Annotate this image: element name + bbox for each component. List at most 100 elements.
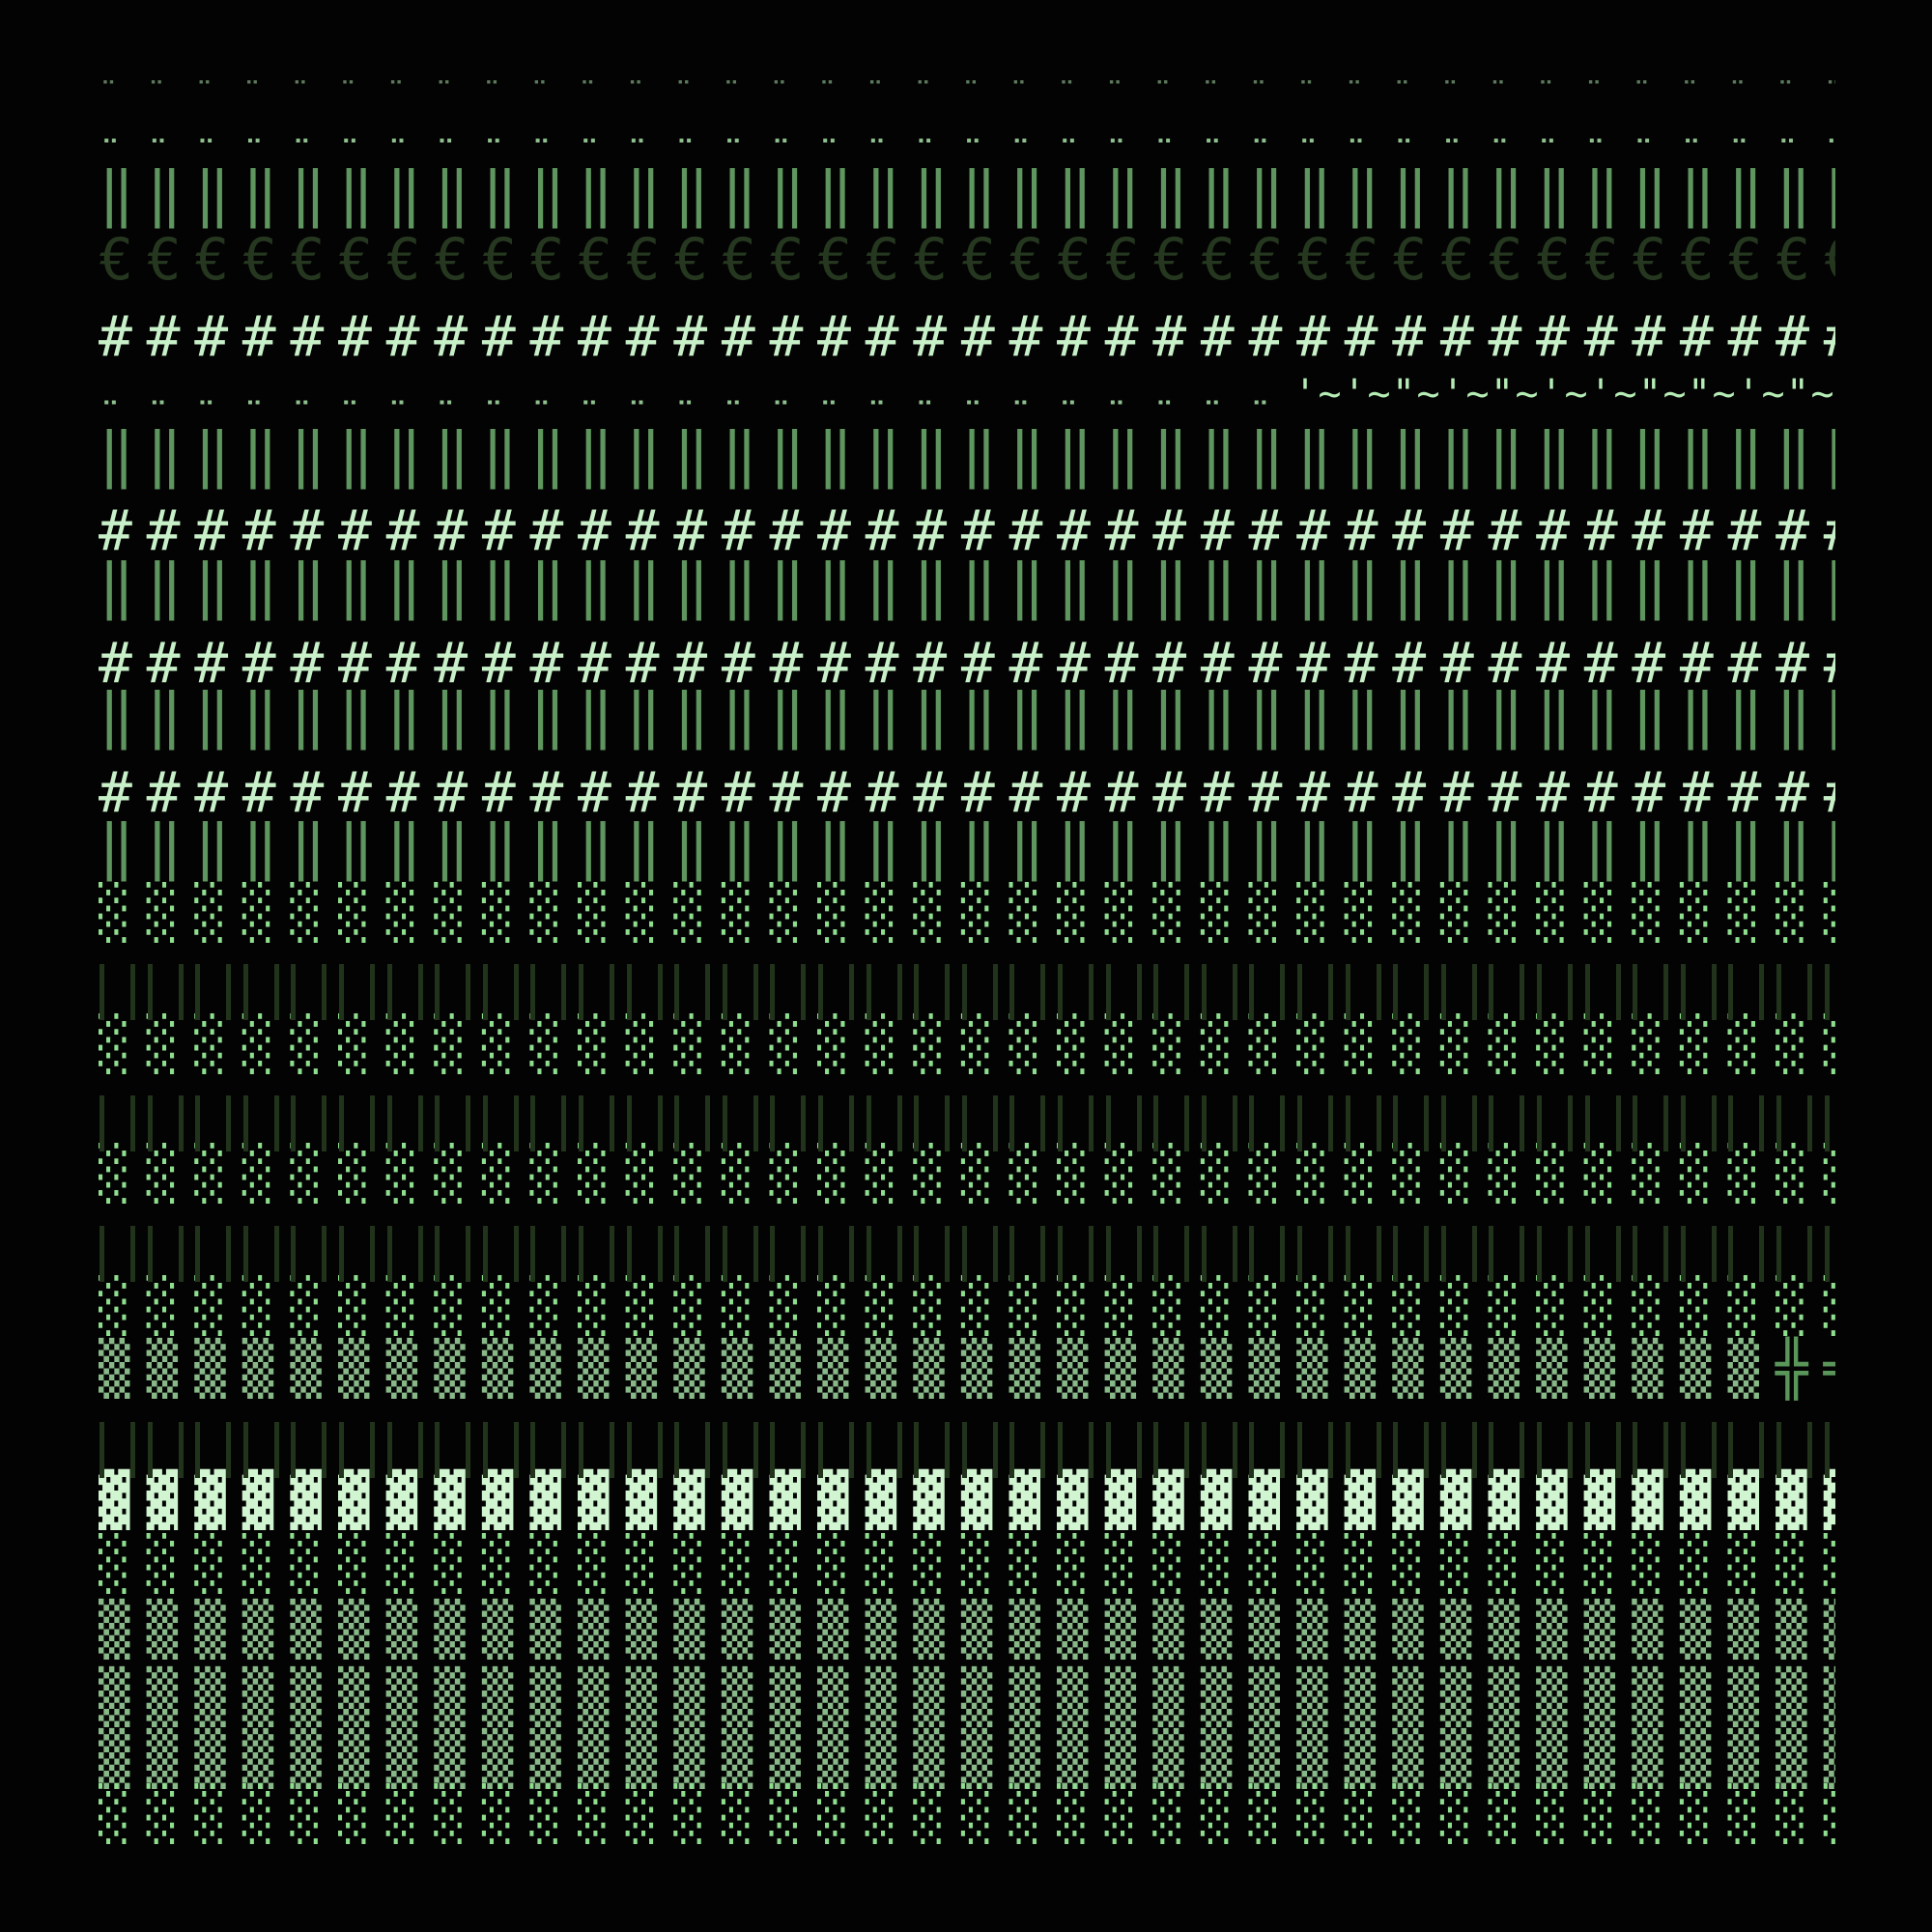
- vertical-bar: [99, 1422, 104, 1478]
- vertical-bar: [339, 1095, 344, 1151]
- vertical-bar: [1537, 1422, 1542, 1478]
- vertical-bar: [370, 1095, 375, 1151]
- vertical-bar: [1776, 1226, 1781, 1282]
- glyph-row: ‖‖‖‖‖‖‖‖‖‖‖‖‖‖‖‖‖‖‖‖‖‖‖‖‖‖‖‖‖‖‖‖‖‖‖‖‖: [99, 157, 1835, 229]
- glyph-row: ‖‖‖‖‖‖‖‖‖‖‖‖‖‖‖‖‖‖‖‖‖‖‖‖‖‖‖‖‖‖‖‖‖‖‖‖‖: [99, 550, 1835, 621]
- vertical-bar: [1440, 1422, 1446, 1478]
- vertical-bar: [147, 1226, 153, 1282]
- vertical-bar: [961, 964, 967, 1020]
- vertical-bar: [1711, 1422, 1717, 1478]
- vertical-bar: [1728, 1095, 1734, 1151]
- vertical-bar: [530, 1095, 536, 1151]
- vertical-bar: [1615, 1095, 1621, 1151]
- vertical-bar: [1280, 1095, 1286, 1151]
- glyph-row: ¨¨¨¨¨¨¨¨¨¨¨¨¨¨¨¨¨¨¨¨¨¨¨¨¨¨¨¨¨¨¨¨¨¨¨¨¨: [99, 133, 1835, 178]
- vertical-bar: [1424, 1422, 1430, 1478]
- glyph-row: ░░░░░░░░░░░░░░░░░░░░░░░░░░░░░░░░░░░░░: [99, 1143, 1835, 1205]
- vertical-bar: [1584, 1422, 1590, 1478]
- vertical-bar: [896, 1095, 902, 1151]
- vertical-bar: [801, 1422, 807, 1478]
- vertical-bar: [1824, 1226, 1830, 1282]
- glyph-pattern-canvas: '~'~"~'~"~'~'~"~"~'~"~' ╬═ ¨¨¨¨¨¨¨¨¨¨¨¨¨…: [99, 0, 1835, 1932]
- vertical-bar: [1824, 1422, 1830, 1478]
- vertical-bar: [1058, 1095, 1063, 1151]
- vertical-bar: [339, 964, 344, 1020]
- vertical-bar: [242, 1095, 248, 1151]
- vertical-bar: [610, 1226, 614, 1282]
- vertical-bar-row: [99, 964, 1835, 1020]
- vertical-bar: [561, 1095, 567, 1151]
- vertical-bar: [242, 964, 248, 1020]
- vertical-bar: [1537, 1226, 1542, 1282]
- vertical-bar: [1297, 1226, 1302, 1282]
- vertical-bar: [1584, 1095, 1590, 1151]
- vertical-bar: [1663, 1422, 1669, 1478]
- vertical-bar: [801, 1095, 807, 1151]
- vertical-bar: [849, 1095, 854, 1151]
- vertical-bar: [1711, 1095, 1717, 1151]
- vertical-bar: [530, 1226, 536, 1282]
- vertical-bar: [1184, 1226, 1190, 1282]
- vertical-bar: [130, 1095, 135, 1151]
- vertical-bar: [1807, 1095, 1812, 1151]
- vertical-bar: [1711, 1226, 1717, 1282]
- vertical-bar: [322, 1226, 327, 1282]
- vertical-bar: [226, 964, 232, 1020]
- vertical-bar: [674, 1226, 680, 1282]
- vertical-bar: [914, 1226, 920, 1282]
- vertical-bar: [482, 1226, 488, 1282]
- vertical-bar: [722, 1095, 727, 1151]
- vertical-bar: [770, 1095, 776, 1151]
- vertical-bar: [1759, 964, 1765, 1020]
- vertical-bar: [896, 1226, 902, 1282]
- vertical-bar: [417, 1095, 423, 1151]
- vertical-bar: [1089, 1095, 1094, 1151]
- vertical-bar: [1520, 1095, 1525, 1151]
- vertical-bar: [866, 1226, 871, 1282]
- vertical-bar: [1328, 1226, 1333, 1282]
- vertical-bar: [1489, 1422, 1494, 1478]
- glyph-row: ¨¨¨¨¨¨¨¨¨¨¨¨¨¨¨¨¨¨¨¨¨¨¨¨¨¨¨¨¨¨¨¨¨¨¨¨¨: [99, 75, 1835, 115]
- vertical-bar-row: [99, 1095, 1835, 1151]
- glyph-row: ▒▒▒▒▒▒▒▒▒▒▒▒▒▒▒▒▒▒▒▒▒▒▒▒▒▒▒▒▒▒▒▒▒▒▒▒▒: [99, 1728, 1835, 1790]
- vertical-bar: [1568, 1226, 1573, 1282]
- vertical-bar: [1153, 1226, 1159, 1282]
- vertical-bar: [1615, 964, 1621, 1020]
- vertical-bar: [417, 1226, 423, 1282]
- vertical-bar: [1328, 1095, 1333, 1151]
- vertical-bar: [1489, 1226, 1494, 1282]
- vertical-bar: [1680, 1095, 1686, 1151]
- vertical-bar: [1280, 1422, 1286, 1478]
- vertical-bar: [1440, 1095, 1446, 1151]
- vertical-bar: [1633, 1095, 1638, 1151]
- vertical-bar: [1058, 1422, 1063, 1478]
- vertical-bar: [1201, 1095, 1207, 1151]
- glyph-row: #####################################: [99, 759, 1835, 826]
- vertical-bar: [291, 1095, 297, 1151]
- vertical-bar: [147, 1095, 153, 1151]
- vertical-bar: [1009, 1095, 1015, 1151]
- vertical-bar: [1471, 1226, 1477, 1282]
- vertical-bar: [1807, 1422, 1812, 1478]
- vertical-bar: [178, 1422, 184, 1478]
- vertical-bar: [1393, 1422, 1399, 1478]
- vertical-bar: [866, 1422, 871, 1478]
- vertical-bar: [1776, 1422, 1781, 1478]
- vertical-bar: [1615, 1226, 1621, 1282]
- vertical-bar: [1201, 1422, 1207, 1478]
- vertical-bar: [866, 1095, 871, 1151]
- vertical-bar: [242, 1422, 248, 1478]
- vertical-bar: [961, 1226, 967, 1282]
- vertical-bar: [417, 964, 423, 1020]
- vertical-bar: [513, 964, 519, 1020]
- vertical-bar-row: [99, 1226, 1835, 1282]
- vertical-bar: [1520, 1422, 1525, 1478]
- glyph-row: ░░░░░░░░░░░░░░░░░░░░░░░░░░░░░░░░░░░░░: [99, 1275, 1835, 1337]
- vertical-bar: [1136, 1422, 1142, 1478]
- vertical-bar: [1615, 1422, 1621, 1478]
- vertical-bar: [674, 1422, 680, 1478]
- vertical-bar: [1297, 964, 1302, 1020]
- vertical-bar: [1136, 964, 1142, 1020]
- vertical-bar: [1345, 1226, 1350, 1282]
- glyph-row: ‖‖‖‖‖‖‖‖‖‖‖‖‖‖‖‖‖‖‖‖‖‖‖‖‖‖‖‖‖‖‖‖‖‖‖‖‖: [99, 810, 1835, 882]
